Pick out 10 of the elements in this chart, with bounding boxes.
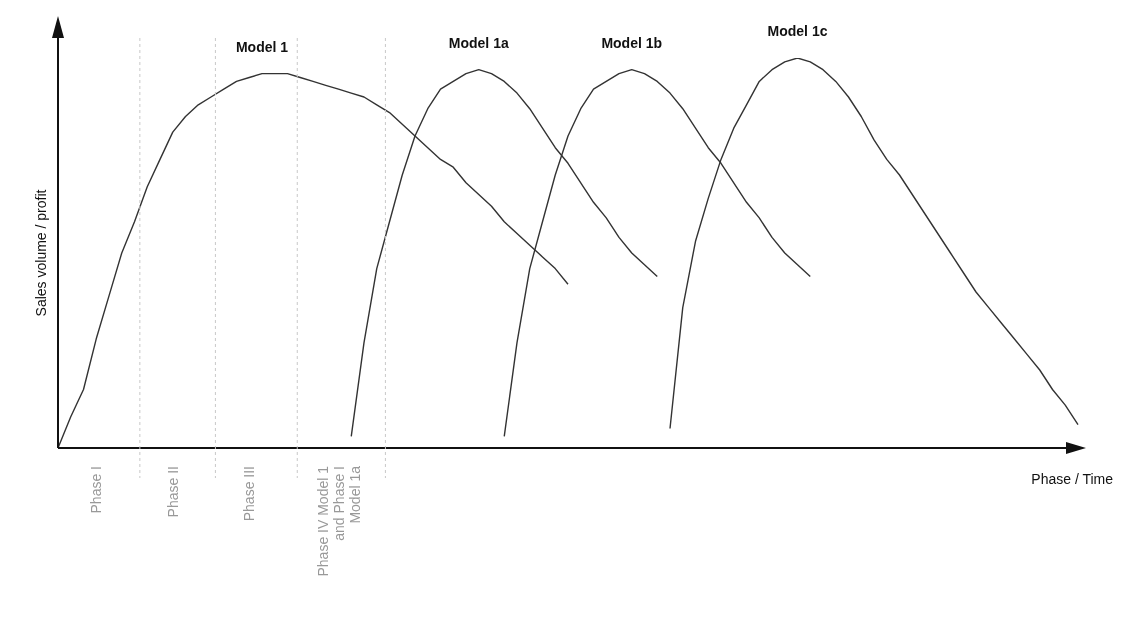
x-tick-label: Phase III	[241, 466, 258, 522]
series-label: Model 1	[235, 38, 289, 55]
series-label: Model 1c	[767, 23, 828, 39]
series-label: Model 1b	[601, 34, 663, 51]
x-axis-title: Phase / Time	[1031, 471, 1114, 487]
x-tick-label: Phase I	[88, 466, 105, 514]
series-label: Model 1a	[448, 34, 509, 51]
y-axis-title: Sales volume / profit	[32, 189, 49, 317]
x-tick-label: Phase IV Model 1 and Phase I Model 1a	[314, 465, 363, 577]
x-tick-label: Phase II	[164, 466, 181, 518]
